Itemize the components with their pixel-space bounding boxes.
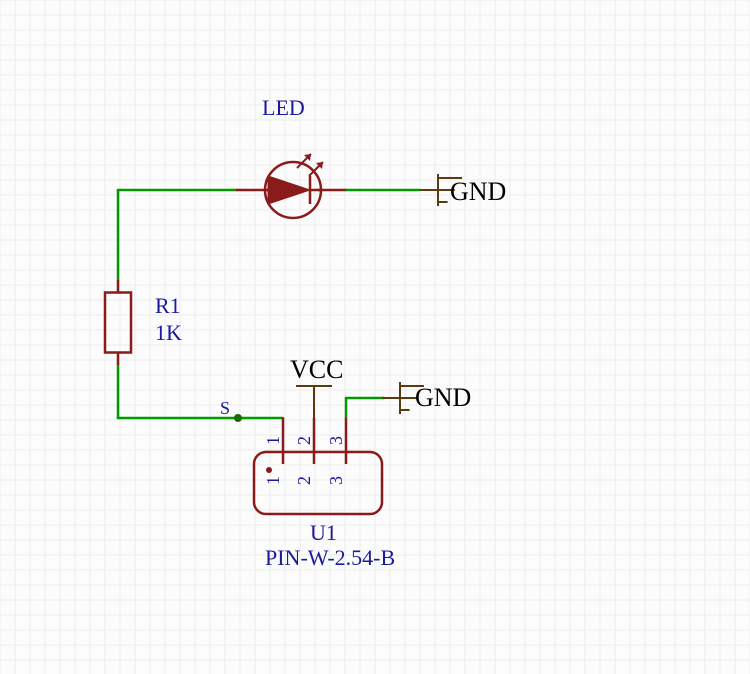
pin-number-inner: 3 <box>326 476 346 485</box>
pin-number-inner: 1 <box>263 476 283 485</box>
label-u1-ref: U1 <box>310 520 337 545</box>
pin-number-outer: 1 <box>263 436 283 445</box>
label-gnd-bottom: GND <box>415 383 471 412</box>
wire-junction <box>234 414 242 422</box>
label-u1-value: PIN-W-2.54-B <box>265 545 395 570</box>
label-led: LED <box>262 95 305 120</box>
label-net-s: S <box>220 398 230 418</box>
pin-number-outer: 2 <box>294 436 314 445</box>
label-vcc: VCC <box>290 355 343 384</box>
label-r1-value: 1K <box>155 320 182 345</box>
label-gnd-top: GND <box>450 177 506 206</box>
pin-number-outer: 3 <box>326 436 346 445</box>
pin-number-inner: 2 <box>294 476 314 485</box>
label-r1-ref: R1 <box>155 293 181 318</box>
